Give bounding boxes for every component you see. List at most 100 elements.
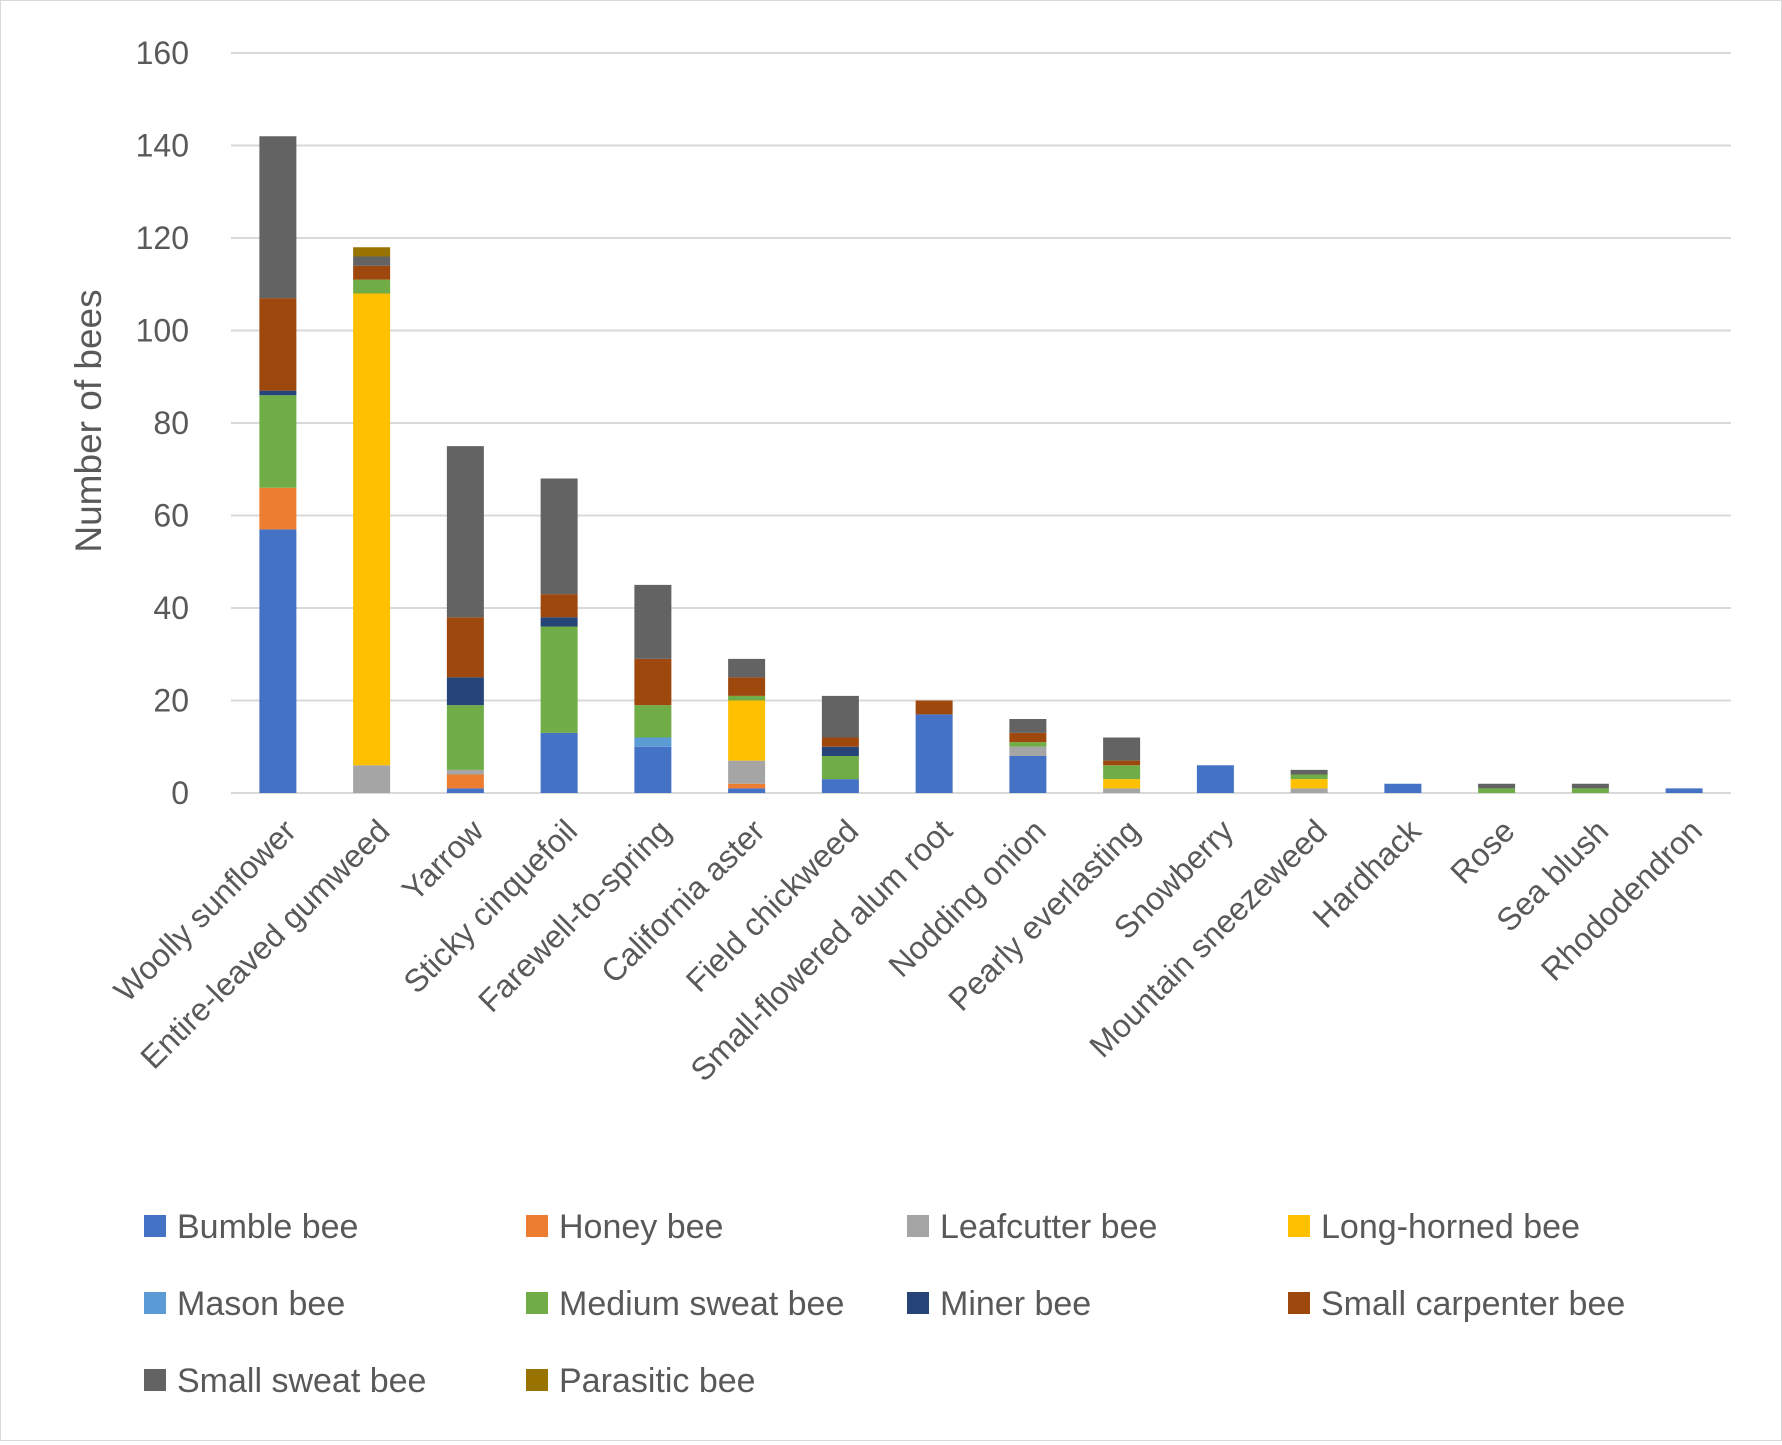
bar-segment: [1665, 788, 1703, 793]
y-tick-label: 140: [136, 128, 189, 164]
bar-segment: [634, 584, 672, 659]
bar-segment: [1103, 760, 1141, 766]
bar-segment: [259, 390, 297, 396]
bar-segment: [259, 136, 297, 299]
bar-segment: [1478, 783, 1516, 789]
bar-segment: [446, 769, 484, 775]
legend-swatch: [144, 1215, 166, 1237]
bar-segment: [634, 746, 672, 793]
y-axis-title: Number of bees: [68, 289, 109, 552]
bar-segment: [446, 677, 484, 706]
bar-segment: [634, 658, 672, 706]
bar-segment: [1571, 783, 1609, 789]
y-tick-label: 160: [136, 35, 189, 71]
legend-label: Small sweat bee: [177, 1362, 426, 1400]
bar-segment: [540, 732, 578, 793]
y-tick-label: 80: [153, 405, 189, 441]
bar-segment: [259, 298, 297, 391]
bar-segment: [728, 760, 766, 784]
y-tick-label: 40: [153, 590, 189, 626]
y-tick-label: 60: [153, 498, 189, 534]
legend-label: Small carpenter bee: [1321, 1285, 1625, 1323]
legend-label: Honey bee: [559, 1208, 723, 1246]
y-tick-label: 20: [153, 683, 189, 719]
y-tick-label: 100: [136, 313, 189, 349]
bar-segment: [353, 765, 391, 793]
bar-segment: [446, 788, 484, 793]
bar-segment: [1103, 765, 1141, 780]
legend: Bumble bee Honey bee Leafcutter bee Long-ho…: [144, 1208, 1625, 1400]
y-axis-tick-labels: 0 20 40 60 80 100 120 140 160: [136, 35, 189, 811]
bar-segment: [821, 737, 859, 747]
bar-segment: [728, 658, 766, 678]
bar-segment: [915, 700, 953, 715]
x-category-label: Rose: [1443, 812, 1521, 890]
bar-segment: [1196, 765, 1234, 793]
legend-swatch: [144, 1369, 166, 1391]
bar-segment: [728, 677, 766, 696]
bar-segment: [1478, 788, 1516, 793]
x-category-label: Rhododendron: [1534, 812, 1709, 987]
bar-segment: [821, 756, 859, 780]
bar-segment: [353, 247, 391, 257]
legend-label: Parasitic bee: [559, 1362, 756, 1400]
legend-label: Miner bee: [940, 1285, 1091, 1323]
legend-label: Medium sweat bee: [559, 1285, 844, 1323]
bar-segment: [1103, 737, 1141, 761]
legend-swatch: [1288, 1215, 1310, 1237]
legend-swatch: [907, 1215, 929, 1237]
bar-segment: [446, 774, 484, 789]
legend-swatch: [526, 1215, 548, 1237]
bar-segment: [728, 695, 766, 701]
legend-swatch: [526, 1369, 548, 1391]
bar-segment: [353, 265, 391, 280]
legend-swatch: [907, 1292, 929, 1314]
bar-segment: [1009, 756, 1047, 793]
bar-segment: [821, 746, 859, 756]
bar-segment: [728, 783, 766, 789]
bar-segment: [446, 617, 484, 678]
y-tick-label: 120: [136, 220, 189, 256]
bar-segment: [821, 695, 859, 738]
bar-segment: [1009, 719, 1047, 733]
bar-segment: [1290, 774, 1328, 780]
bar-segment: [540, 617, 578, 627]
y-tick-label: 0: [171, 775, 189, 811]
bar-segment: [446, 705, 484, 770]
bar-segment: [353, 279, 391, 294]
bar-segment: [634, 705, 672, 738]
bar-segment: [259, 529, 297, 793]
bars: [259, 136, 1703, 793]
legend-swatch: [144, 1292, 166, 1314]
bar-segment: [540, 594, 578, 618]
legend-label: Mason bee: [177, 1285, 345, 1323]
legend-swatch: [526, 1292, 548, 1314]
bar-segment: [446, 446, 484, 618]
bar-segment: [259, 487, 297, 530]
bar-segment: [1103, 779, 1141, 789]
bar-segment: [1009, 746, 1047, 756]
bar-segment: [1103, 788, 1141, 793]
bar-segment: [634, 737, 672, 747]
bar-segment: [728, 788, 766, 793]
bar-segment: [1009, 732, 1047, 743]
legend-label: Leafcutter bee: [940, 1208, 1157, 1246]
bar-segment: [353, 256, 391, 266]
bar-segment: [1571, 788, 1609, 793]
bar-segment: [1290, 788, 1328, 793]
x-category-label: Field chickweed: [679, 812, 865, 998]
legend-label: Long-horned bee: [1321, 1208, 1580, 1246]
bar-segment: [1384, 783, 1422, 793]
bar-segment: [915, 714, 953, 793]
x-category-label: Sticky cinquefoil: [396, 812, 584, 1000]
bar-segment: [728, 700, 766, 761]
bar-segment: [1290, 769, 1328, 775]
bar-segment: [540, 478, 578, 595]
bar-segment: [540, 626, 578, 733]
bar-segment: [821, 779, 859, 793]
legend-label: Bumble bee: [177, 1208, 358, 1246]
bar-segment: [259, 395, 297, 488]
